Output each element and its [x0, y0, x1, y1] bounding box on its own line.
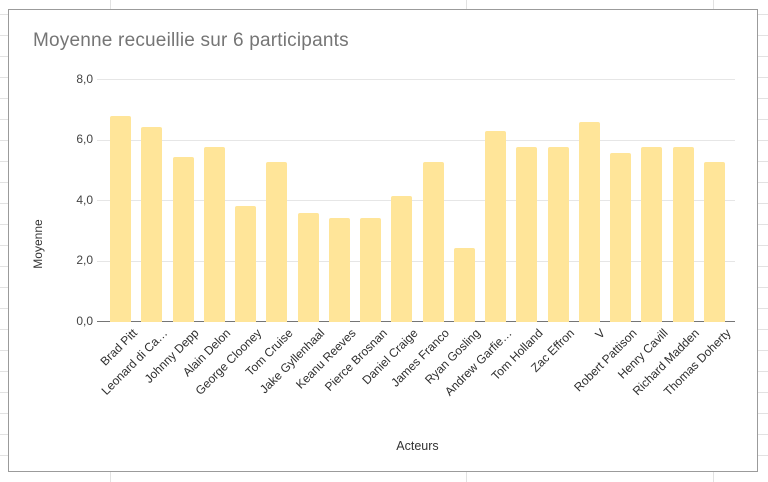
bar: [110, 116, 132, 322]
bar: [235, 205, 257, 322]
bar-slot: [355, 79, 386, 322]
y-tick-label: 2,0: [76, 253, 93, 267]
x-axis-title: Acteurs: [396, 439, 439, 453]
bar: [578, 122, 600, 322]
bar-slot: [418, 79, 449, 322]
y-axis-title: Moyenne: [31, 219, 45, 269]
bar: [203, 146, 225, 322]
bar: [141, 126, 163, 322]
bar-slot: [324, 79, 355, 322]
bar-slot: [386, 79, 417, 322]
chart-card[interactable]: Moyenne recueillie sur 6 participants Mo…: [8, 9, 758, 472]
bar: [391, 196, 413, 322]
gridline: [97, 139, 735, 141]
bar: [266, 161, 288, 322]
bar-slot: [699, 79, 730, 322]
y-tick-label: 8,0: [76, 71, 93, 86]
bar-slot: [636, 79, 667, 322]
plot-area: [105, 79, 730, 322]
gridline: [97, 200, 735, 201]
chart-title: Moyenne recueillie sur 6 participants: [33, 30, 349, 51]
y-tick-label: 0,0: [76, 313, 93, 328]
bar-slot: [168, 79, 199, 322]
bar-slot: [230, 79, 261, 322]
gridline: [97, 79, 735, 80]
bar: [672, 146, 694, 322]
bar: [297, 213, 319, 322]
bar-slot: [668, 79, 699, 322]
y-tick-label: 6,0: [76, 132, 93, 146]
x-category-labels: Brad Pitt Leonard di Ca… Johnny Depp Alain …: [97, 323, 734, 423]
bar: [360, 217, 382, 322]
y-tick-label: 4,0: [76, 192, 93, 207]
bar-slot: [449, 79, 480, 322]
bar: [172, 157, 194, 322]
gridline: [97, 260, 735, 262]
bar-slot: [480, 79, 511, 322]
bar: [610, 152, 632, 322]
x-label-slot: Thomas Doherty: [661, 323, 734, 423]
bar: [547, 146, 569, 322]
x-axis-baseline: [97, 321, 735, 322]
bar: [328, 217, 350, 322]
bar-slot: [605, 79, 636, 322]
x-label-slot: Zac Effron: [528, 323, 577, 423]
bar-slot: [261, 79, 292, 322]
bar-slot: [543, 79, 574, 322]
bar-slot: [105, 79, 136, 322]
bar: [641, 146, 663, 322]
bar: [703, 161, 725, 322]
bar: [485, 131, 507, 322]
bar: [516, 146, 538, 322]
bar-slot: [293, 79, 324, 322]
bar: [453, 247, 475, 322]
bar-slot: [511, 79, 542, 322]
bar-slot: [136, 79, 167, 322]
bar-slot: [574, 79, 605, 322]
bar: [422, 161, 444, 322]
bar-slot: [199, 79, 230, 322]
